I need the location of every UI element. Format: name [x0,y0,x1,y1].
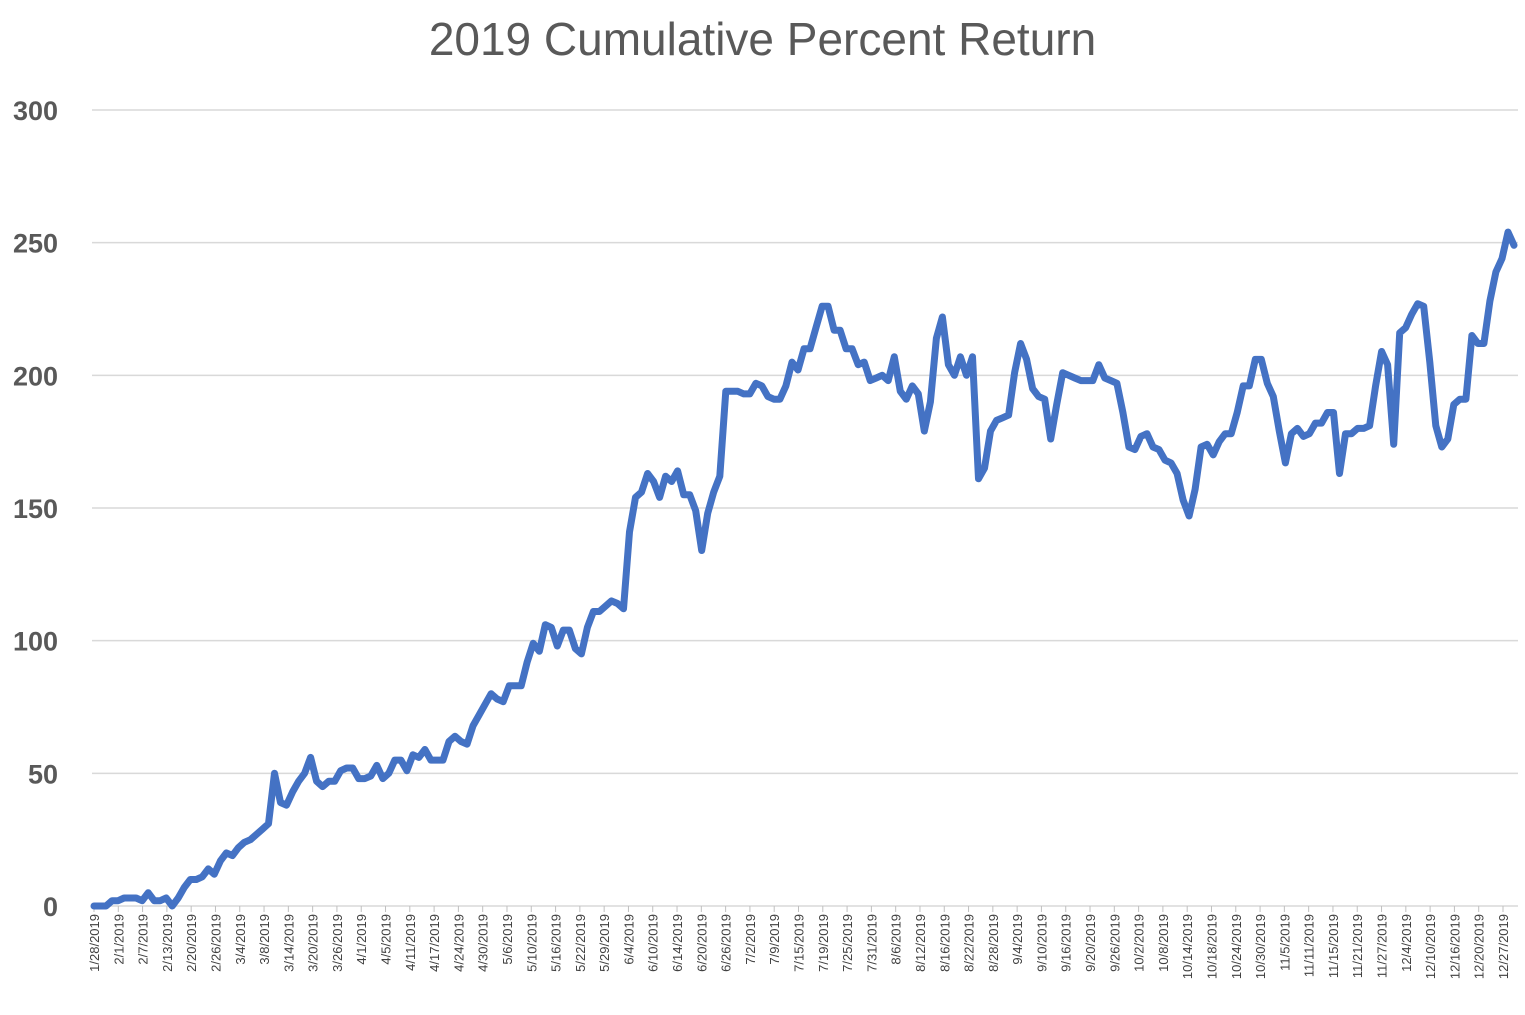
x-tick-label: 7/9/2019 [767,914,782,965]
x-tick-label: 10/24/2019 [1229,914,1244,979]
x-tick-label: 5/29/2019 [597,914,612,972]
x-tick-label: 5/22/2019 [573,914,588,972]
x-tick-label: 4/17/2019 [427,914,442,972]
y-tick-label-50: 50 [28,759,58,789]
x-tick-label: 1/28/2019 [87,914,102,972]
x-tick-label: 6/20/2019 [694,914,709,972]
x-tick-label: 9/10/2019 [1034,914,1049,972]
x-tick-label: 2/13/2019 [160,914,175,972]
x-tick-label: 5/10/2019 [524,914,539,972]
x-tick-label: 6/4/2019 [621,914,636,965]
x-tick-label: 2/7/2019 [136,914,151,965]
series-line [90,228,1518,910]
x-tick-label: 8/6/2019 [889,914,904,965]
x-tick-label: 9/4/2019 [1010,914,1025,965]
x-tick-label: 3/20/2019 [306,914,321,972]
y-tick-label-150: 150 [13,494,58,524]
y-tick-label-0: 0 [43,892,58,922]
x-tick-label: 4/30/2019 [476,914,491,972]
x-tick-label: 4/11/2019 [403,914,418,971]
x-tick-label: 12/27/2019 [1496,914,1511,979]
x-tick-label: 10/14/2019 [1180,914,1195,979]
x-tick-label: 11/5/2019 [1277,914,1292,971]
x-tick-label: 7/19/2019 [816,914,831,972]
x-tick-label: 7/31/2019 [864,914,879,972]
x-tick-label: 3/26/2019 [330,914,345,972]
x-tick-label: 12/16/2019 [1447,914,1462,979]
x-tick-label: 4/24/2019 [451,914,466,972]
x-tick-label: 7/15/2019 [792,914,807,972]
x-tick-label: 9/20/2019 [1083,914,1098,972]
x-tick-label: 8/28/2019 [986,914,1001,972]
x-tick-label: 3/8/2019 [257,914,272,965]
chart-title: 2019 Cumulative Percent Return [428,13,1097,65]
x-tick-label: 6/10/2019 [646,914,661,972]
y-tick-label-200: 200 [13,361,58,391]
x-tick-label: 11/11/2019 [1302,914,1317,977]
x-tick-label: 7/2/2019 [743,914,758,965]
y-tick-label-100: 100 [13,627,58,657]
x-tick-label: 4/5/2019 [379,914,394,965]
x-tick-label: 4/1/2019 [354,914,369,965]
x-tick-label: 6/26/2019 [719,914,734,972]
y-tick-label-250: 250 [13,229,58,259]
x-tick-label: 6/14/2019 [670,914,685,972]
x-tick-label: 12/20/2019 [1472,914,1487,979]
x-tick-label: 8/22/2019 [962,914,977,972]
x-tick-label: 12/4/2019 [1399,914,1414,972]
x-tick-label: 10/30/2019 [1253,914,1268,979]
x-tick-label: 5/6/2019 [500,914,515,965]
x-tick-label: 11/15/2019 [1326,914,1341,978]
x-tick-label: 3/4/2019 [233,914,248,965]
x-tick-label: 11/21/2019 [1350,914,1365,978]
x-tick-label: 12/10/2019 [1423,914,1438,979]
x-tick-label: 7/25/2019 [840,914,855,972]
x-tick-label: 8/12/2019 [913,914,928,972]
x-tick-label: 3/14/2019 [281,914,296,972]
x-tick-label: 10/18/2019 [1204,914,1219,979]
x-tick-label: 10/8/2019 [1156,914,1171,972]
x-tick-label: 2/20/2019 [184,914,199,972]
x-tick-label: 5/16/2019 [549,914,564,972]
x-tick-label: 11/27/2019 [1375,914,1390,978]
x-tick-label: 2/26/2019 [208,914,223,972]
y-tick-label-300: 300 [13,96,58,126]
x-tick-label: 10/2/2019 [1132,914,1147,972]
x-tick-label: 8/16/2019 [937,914,952,972]
x-tick-label: 9/26/2019 [1107,914,1122,972]
x-tick-label: 9/16/2019 [1059,914,1074,972]
x-tick-label: 2/1/2019 [111,914,126,965]
